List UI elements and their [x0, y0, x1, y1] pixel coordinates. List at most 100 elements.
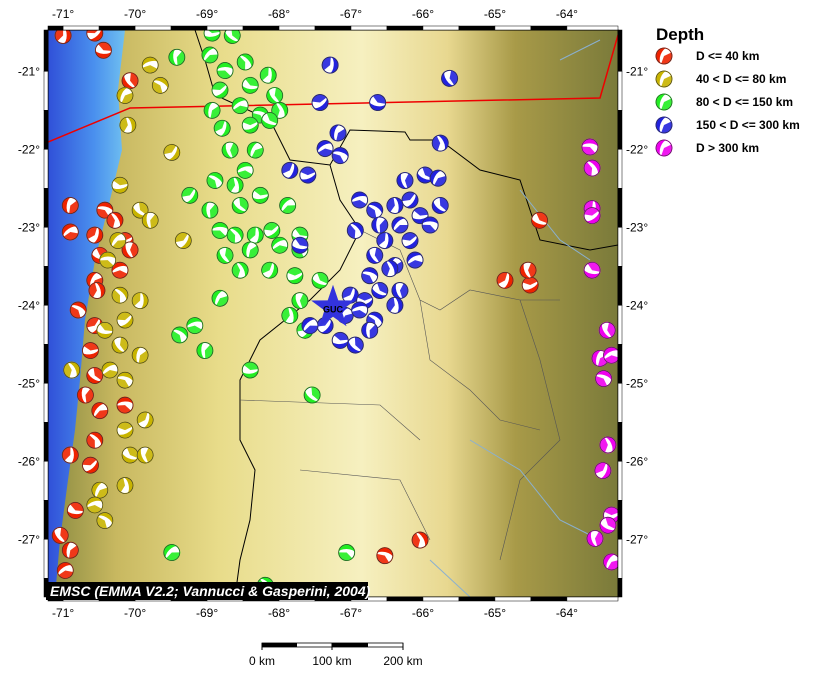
focal-mechanism-beachball[interactable]: [379, 258, 400, 279]
focal-mechanism-beachball[interactable]: [597, 434, 618, 455]
focal-mechanism-beachball[interactable]: [581, 204, 603, 226]
focal-mechanism-beachball[interactable]: [241, 361, 259, 379]
focal-mechanism-beachball[interactable]: [109, 284, 132, 307]
focal-mechanism-beachball[interactable]: [141, 211, 159, 230]
focal-mechanism-beachball[interactable]: [245, 139, 267, 161]
focal-mechanism-beachball[interactable]: [340, 285, 361, 306]
focal-mechanism-beachball[interactable]: [328, 123, 347, 142]
focal-mechanism-beachball[interactable]: [54, 27, 72, 44]
focal-mechanism-beachball[interactable]: [201, 201, 219, 219]
focal-mechanism-beachball[interactable]: [246, 226, 264, 244]
focal-mechanism-beachball[interactable]: [114, 419, 135, 440]
focal-mechanism-beachball[interactable]: [110, 260, 130, 280]
focal-mechanism-beachball[interactable]: [111, 176, 130, 195]
focal-mechanism-beachball[interactable]: [209, 79, 232, 102]
focal-mechanism-beachball[interactable]: [83, 22, 106, 45]
focal-mechanism-beachball[interactable]: [297, 165, 318, 186]
focal-mechanism-beachball[interactable]: [216, 62, 234, 80]
focal-mechanism-beachball[interactable]: [135, 410, 155, 430]
focal-mechanism-beachball[interactable]: [172, 229, 194, 251]
focal-mechanism-beachball[interactable]: [299, 314, 322, 337]
focal-mechanism-beachball[interactable]: [360, 266, 380, 286]
focal-mechanism-beachball[interactable]: [119, 69, 142, 92]
focal-mechanism-beachball[interactable]: [114, 85, 135, 106]
focal-mechanism-beachball[interactable]: [601, 344, 623, 366]
focal-mechanism-beachball[interactable]: [234, 51, 257, 74]
focal-mechanism-beachball[interactable]: [229, 259, 251, 281]
focal-mechanism-beachball[interactable]: [290, 290, 310, 310]
focal-mechanism-beachball[interactable]: [115, 476, 134, 495]
focal-mechanism-beachball[interactable]: [131, 346, 150, 365]
focal-mechanism-beachball[interactable]: [331, 331, 349, 349]
focal-mechanism-beachball[interactable]: [395, 170, 415, 190]
legend-beachball-icon[interactable]: [654, 46, 675, 67]
focal-mechanism-beachball[interactable]: [212, 118, 232, 138]
focal-mechanism-beachball[interactable]: [66, 501, 84, 519]
focal-mechanism-beachball[interactable]: [518, 260, 539, 281]
focal-mechanism-beachball[interactable]: [427, 167, 449, 189]
focal-mechanism-beachball[interactable]: [114, 309, 137, 332]
focal-mechanism-beachball[interactable]: [61, 446, 79, 464]
legend-beachball-icon[interactable]: [654, 115, 675, 136]
focal-mechanism-beachball[interactable]: [301, 384, 324, 407]
legend-beachball-icon[interactable]: [654, 138, 675, 159]
focal-mechanism-beachball[interactable]: [280, 306, 299, 325]
focal-mechanism-beachball[interactable]: [399, 189, 421, 211]
focal-mechanism-beachball[interactable]: [350, 190, 369, 209]
focal-mechanism-beachball[interactable]: [49, 524, 71, 546]
focal-mechanism-beachball[interactable]: [519, 274, 540, 295]
focal-mechanism-beachball[interactable]: [89, 479, 110, 500]
focal-mechanism-beachball[interactable]: [399, 229, 421, 251]
focal-mechanism-beachball[interactable]: [224, 224, 247, 247]
focal-mechanism-beachball[interactable]: [140, 55, 160, 75]
focal-mechanism-beachball[interactable]: [241, 76, 259, 94]
focal-mechanism-beachball[interactable]: [241, 240, 260, 259]
focal-mechanism-beachball[interactable]: [196, 342, 214, 360]
focal-mechanism-beachball[interactable]: [284, 265, 305, 286]
focal-mechanism-beachball[interactable]: [291, 236, 310, 255]
focal-mechanism-beachball[interactable]: [131, 292, 149, 310]
focal-mechanism-beachball[interactable]: [168, 48, 186, 66]
focal-mechanism-beachball[interactable]: [109, 334, 131, 356]
focal-mechanism-beachball[interactable]: [601, 551, 623, 573]
focal-mechanism-beachball[interactable]: [390, 281, 410, 301]
focal-mechanism-beachball[interactable]: [369, 280, 390, 301]
focal-mechanism-beachball[interactable]: [581, 138, 599, 156]
focal-mechanism-beachball[interactable]: [309, 270, 330, 291]
focal-mechanism-beachball[interactable]: [581, 157, 604, 180]
focal-mechanism-beachball[interactable]: [229, 194, 252, 217]
focal-mechanism-beachball[interactable]: [389, 214, 412, 237]
focal-mechanism-beachball[interactable]: [593, 368, 613, 388]
map-area[interactable]: GUC: [48, 22, 623, 597]
focal-mechanism-beachball[interactable]: [221, 24, 243, 46]
focal-mechanism-beachball[interactable]: [226, 176, 245, 195]
focal-mechanism-beachball[interactable]: [583, 261, 602, 280]
focal-mechanism-beachball[interactable]: [421, 216, 439, 234]
focal-mechanism-beachball[interactable]: [89, 399, 112, 422]
focal-mechanism-beachball[interactable]: [430, 132, 451, 153]
focal-mechanism-beachball[interactable]: [107, 229, 130, 252]
focal-mechanism-beachball[interactable]: [135, 445, 156, 466]
focal-mechanism-beachball[interactable]: [96, 321, 114, 339]
focal-mechanism-beachball[interactable]: [592, 460, 613, 481]
focal-mechanism-beachball[interactable]: [220, 140, 241, 161]
focal-mechanism-beachball[interactable]: [179, 184, 201, 206]
focal-mechanism-beachball[interactable]: [204, 170, 226, 192]
focal-mechanism-beachball[interactable]: [209, 287, 231, 309]
focal-mechanism-beachball[interactable]: [438, 67, 460, 89]
focal-mechanism-beachball[interactable]: [116, 396, 134, 414]
focal-mechanism-beachball[interactable]: [104, 209, 126, 231]
focal-mechanism-beachball[interactable]: [76, 386, 95, 404]
focal-mechanism-beachball[interactable]: [597, 514, 619, 536]
focal-mechanism-beachball[interactable]: [251, 186, 269, 204]
focal-mechanism-beachball[interactable]: [211, 221, 229, 239]
focal-mechanism-beachball[interactable]: [169, 324, 191, 346]
focal-mechanism-beachball[interactable]: [364, 244, 386, 266]
focal-mechanism-beachball[interactable]: [240, 115, 261, 136]
focal-mechanism-beachball[interactable]: [61, 196, 79, 214]
focal-mechanism-beachball[interactable]: [350, 300, 369, 319]
focal-mechanism-beachball[interactable]: [85, 225, 105, 245]
focal-mechanism-beachball[interactable]: [94, 510, 116, 532]
focal-mechanism-beachball[interactable]: [160, 541, 183, 564]
focal-mechanism-beachball[interactable]: [371, 216, 389, 234]
